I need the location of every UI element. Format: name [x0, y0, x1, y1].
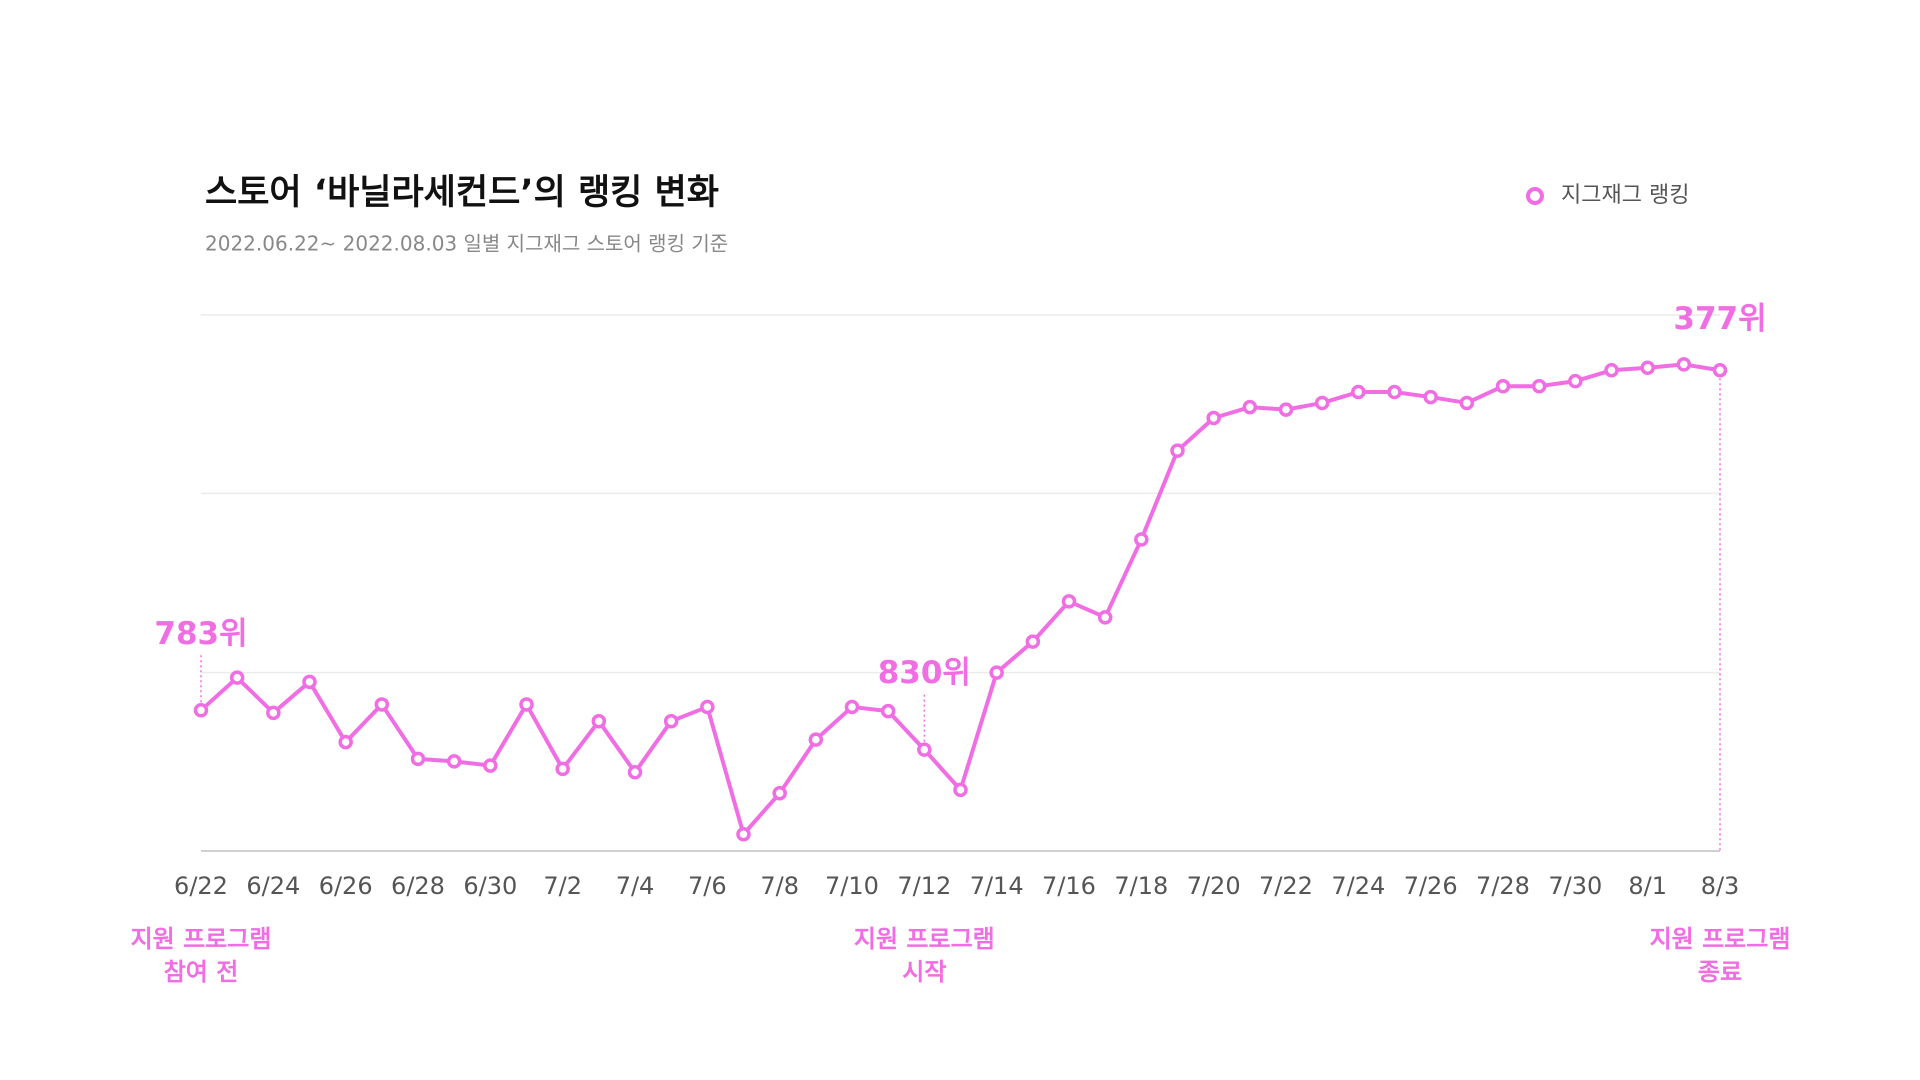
x-tick-label: 7/18 [1114, 872, 1168, 900]
point [1314, 395, 1330, 411]
point [302, 674, 317, 690]
x-tick-label: 7/26 [1404, 872, 1458, 900]
point [1134, 532, 1149, 547]
point [880, 703, 896, 719]
point [772, 785, 787, 801]
data-label: 783위 [154, 616, 247, 652]
point [1568, 373, 1583, 389]
x-tick-label: 7/6 [688, 872, 727, 900]
x-tick-label: 6/30 [463, 872, 517, 900]
x-tick-label: 7/8 [760, 872, 799, 900]
point [917, 742, 932, 757]
point [700, 699, 715, 715]
annotation-text: 지원 프로그램 [1650, 925, 1791, 953]
point [193, 703, 209, 718]
x-tick-label: 8/3 [1701, 872, 1740, 900]
x-tick-label: 8/1 [1628, 872, 1667, 900]
point [844, 699, 860, 715]
point [808, 732, 824, 747]
point [1459, 395, 1475, 411]
point [1061, 594, 1077, 609]
point [229, 670, 245, 685]
point [953, 782, 968, 798]
point [555, 761, 570, 777]
chart-subtitle: 2022.06.22~ 2022.08.03 일별 지그재그 스토어 랭킹 기준 [205, 232, 728, 256]
point [1531, 378, 1547, 394]
x-tick-label: 6/28 [391, 872, 445, 900]
x-tick-label: 7/10 [825, 872, 879, 900]
x-tick-label: 7/22 [1259, 872, 1313, 900]
point [519, 697, 534, 712]
data-label: 377위 [1673, 301, 1766, 337]
x-tick-label: 7/12 [897, 872, 951, 900]
x-tick-label: 6/26 [319, 872, 373, 900]
point [1640, 360, 1655, 376]
point [1712, 363, 1728, 378]
point [1242, 399, 1258, 415]
point [1423, 389, 1438, 405]
x-tick-label: 7/28 [1476, 872, 1530, 900]
annotation-text: 참여 전 [164, 958, 239, 986]
x-tick-label: 7/4 [616, 872, 655, 900]
point [374, 697, 390, 712]
point [266, 705, 281, 721]
point [338, 734, 353, 750]
x-tick-label: 7/30 [1548, 872, 1602, 900]
point [663, 713, 679, 729]
legend-label: 지그재그 랭킹 [1561, 183, 1689, 208]
point [1206, 410, 1221, 426]
legend-marker [1526, 187, 1544, 205]
x-tick-label: 6/24 [246, 872, 300, 900]
point [1097, 610, 1113, 625]
point [1495, 378, 1511, 394]
point [1604, 363, 1619, 378]
point [483, 758, 498, 773]
x-tick-label: 6/22 [174, 872, 228, 900]
point [1676, 357, 1692, 372]
chart-title: 스토어 ‘바닐라세컨드’의 랭킹 변화 [205, 173, 719, 213]
point [627, 765, 643, 780]
point [410, 751, 426, 767]
x-tick-label: 7/14 [970, 872, 1024, 900]
annotation-text: 지원 프로그램 [854, 925, 995, 953]
x-tick-label: 7/16 [1042, 872, 1096, 900]
point [1170, 443, 1185, 458]
annotation-text: 시작 [902, 958, 946, 986]
x-tick-label: 7/24 [1331, 872, 1385, 900]
point [1025, 634, 1041, 649]
x-tick-label: 7/2 [543, 872, 582, 900]
annotation-text: 지원 프로그램 [131, 925, 272, 953]
line [199, 362, 1721, 837]
data-label: 830위 [878, 655, 971, 691]
point [446, 754, 462, 769]
point [1351, 384, 1366, 400]
point [1387, 384, 1402, 400]
point [736, 827, 751, 842]
point [591, 713, 607, 729]
point [1278, 402, 1294, 417]
point [989, 665, 1004, 680]
x-tick-label: 7/20 [1187, 872, 1241, 900]
annotation-text: 종료 [1698, 958, 1742, 986]
